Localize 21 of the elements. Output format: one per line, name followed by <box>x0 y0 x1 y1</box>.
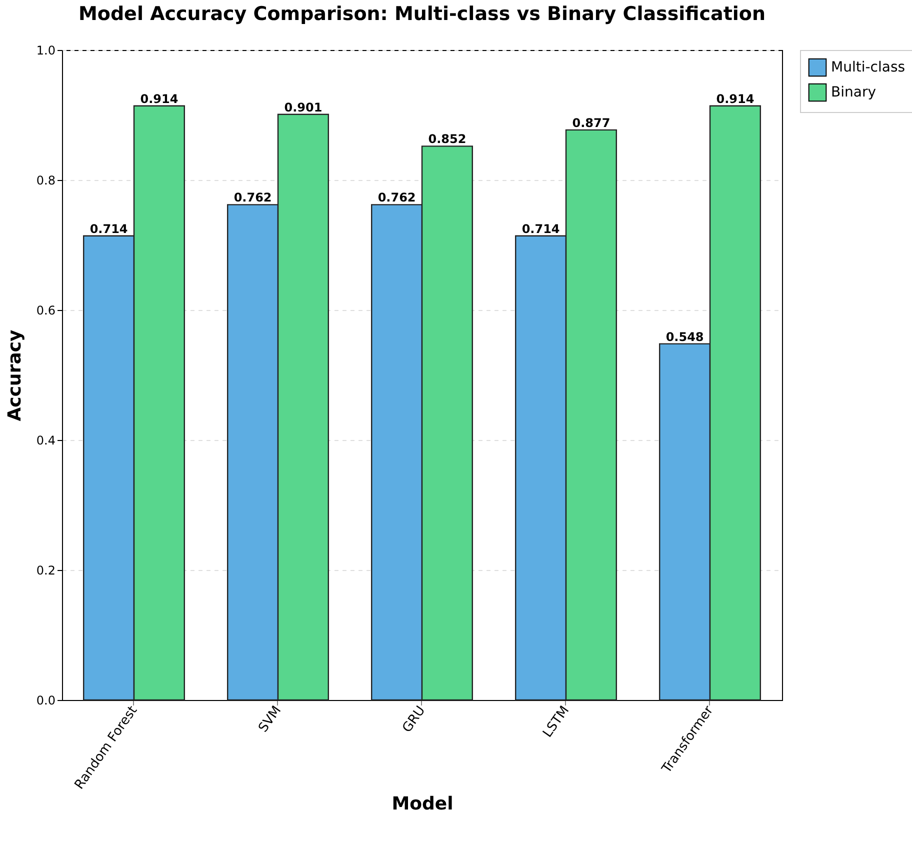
y-tick-label: 0.6 <box>36 304 56 318</box>
chart-title: Model Accuracy Comparison: Multi-class vs Binary Classification <box>78 3 766 25</box>
data-label: 0.548 <box>666 330 704 344</box>
y-tick-label: 0.8 <box>36 174 56 188</box>
data-label: 0.852 <box>428 132 466 146</box>
y-tick-label: 0.4 <box>36 434 56 448</box>
data-label: 0.914 <box>140 92 178 106</box>
data-label: 0.877 <box>572 116 610 130</box>
data-label: 0.714 <box>90 222 128 236</box>
y-tick-label: 0.0 <box>36 694 56 708</box>
data-label: 0.762 <box>234 190 272 205</box>
legend-label: Binary <box>831 84 876 100</box>
data-label: 0.901 <box>284 100 322 114</box>
legend-label: Multi-class <box>831 60 906 76</box>
x-axis-title: Model <box>392 794 454 815</box>
y-axis-title: Accuracy <box>4 329 26 422</box>
y-tick-label: 1.0 <box>36 44 56 58</box>
data-label: 0.762 <box>378 190 416 205</box>
y-tick-label: 0.2 <box>36 564 56 578</box>
data-label: 0.714 <box>522 222 560 236</box>
data-label: 0.914 <box>716 92 754 106</box>
